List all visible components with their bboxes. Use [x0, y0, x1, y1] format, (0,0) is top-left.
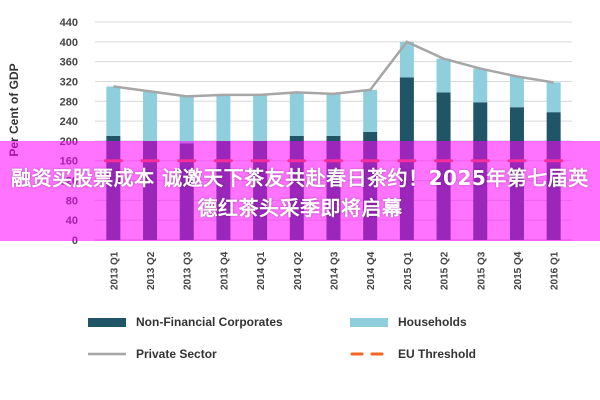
x-tick-label: 2015 Q2	[440, 251, 451, 290]
legend-non-financial-corporates-swatch	[88, 318, 126, 327]
x-tick-label: 2013 Q4	[219, 251, 230, 290]
x-tick-label: 2014 Q4	[366, 251, 377, 290]
ad-banner-text[interactable]: 融资买股票成本 诚邀天下茶友共赴春日茶约！2025年第七届英德红茶头采季即将启幕	[11, 166, 589, 220]
legend-households-label: Households	[398, 315, 467, 329]
legend: Non-Financial Corporates Households Privat…	[88, 315, 476, 361]
x-tick-label: 2014 Q2	[293, 251, 304, 290]
x-tick-label: 2015 Q1	[403, 251, 414, 290]
y-tick-label: 440	[60, 17, 78, 29]
x-tick-label: 2013 Q1	[109, 251, 120, 290]
bar-households	[363, 89, 378, 132]
bar-households	[216, 94, 231, 141]
line-private-sector	[113, 40, 554, 98]
y-tick-label: 200	[60, 136, 78, 148]
bar-households	[436, 58, 451, 93]
bar-households	[289, 92, 304, 136]
x-tick-label: 2015 Q3	[476, 251, 487, 290]
y-tick-label: 400	[60, 37, 78, 49]
x-tick-label: 2014 Q3	[330, 251, 341, 290]
x-tick-label: 2014 Q1	[256, 251, 267, 290]
y-tick-label: 240	[60, 116, 78, 128]
x-tick-label: 2013 Q3	[183, 251, 194, 290]
bar-households	[253, 94, 268, 141]
y-tick-label: 360	[60, 57, 78, 69]
bar-households	[106, 86, 121, 136]
y-tick-label: 320	[60, 76, 78, 88]
legend-households-swatch	[350, 318, 388, 327]
bar-households	[326, 93, 341, 136]
bar-households	[509, 76, 524, 108]
y-tick-label: 280	[60, 96, 78, 108]
bar-households	[179, 96, 194, 144]
bar-households	[473, 68, 488, 103]
y-tick-label: 0	[72, 235, 78, 247]
bar-households	[546, 82, 561, 113]
x-tick-label: 2015 Q4	[513, 251, 524, 290]
x-axis: 2013 Q1 2013 Q2 2013 Q3 2013 Q4 2014 Q1 2014 …	[109, 251, 560, 290]
legend-eu-threshold-label: EU Threshold	[398, 347, 476, 361]
x-tick-label: 2016 Q1	[550, 251, 561, 290]
legend-private-sector-label: Private Sector	[136, 347, 217, 361]
legend-non-financial-corporates-label: Non-Financial Corporates	[136, 315, 283, 329]
x-tick-label: 2013 Q2	[146, 251, 157, 290]
y-axis-label: Per Cent of GDP	[7, 63, 21, 156]
bar-households	[143, 91, 158, 141]
bar-households	[399, 41, 414, 78]
